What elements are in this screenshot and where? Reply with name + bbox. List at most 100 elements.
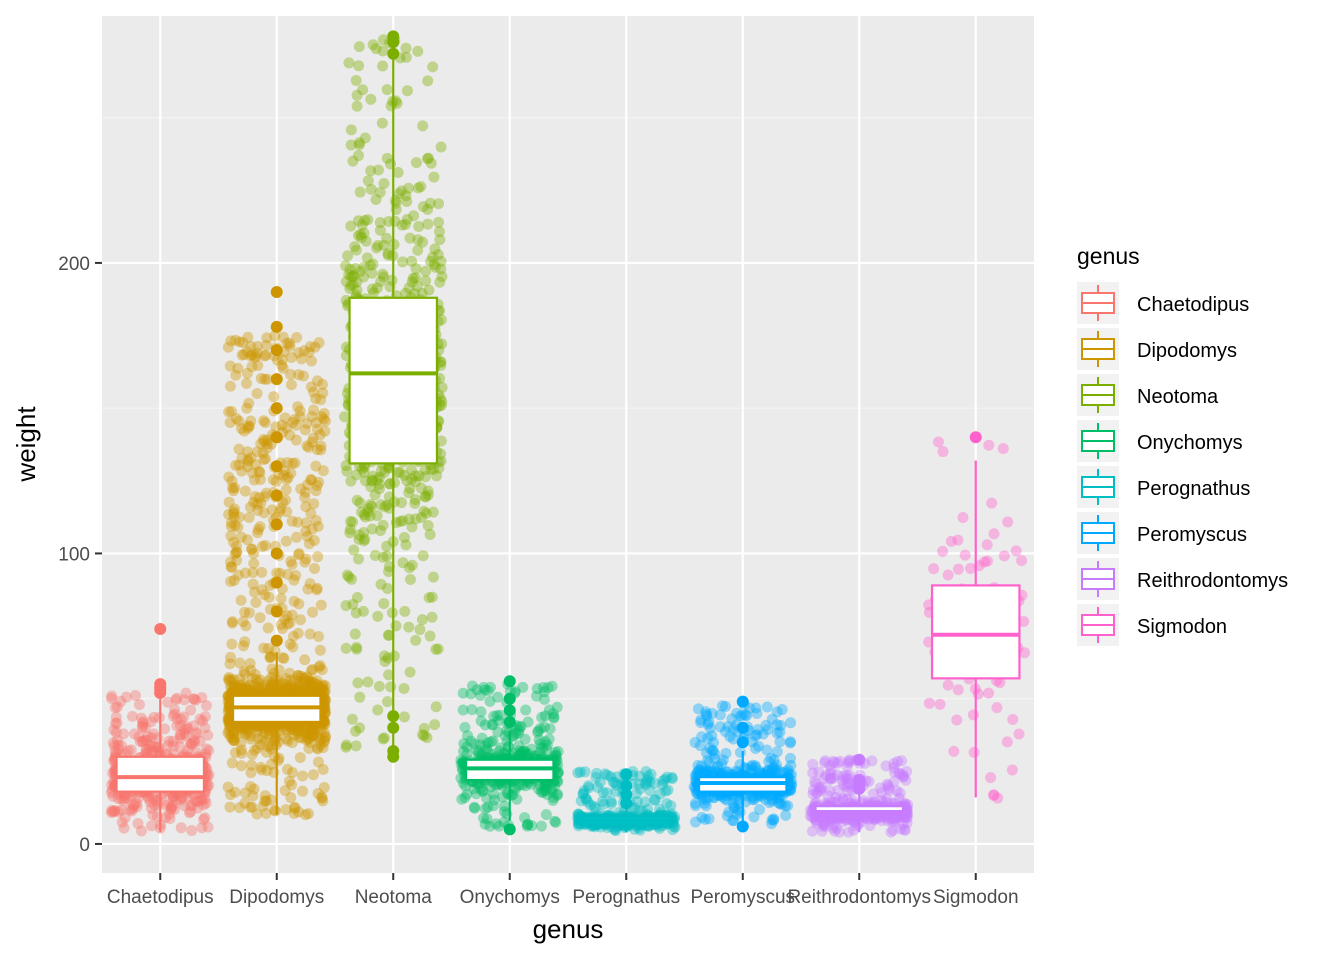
jitter-point xyxy=(701,708,713,720)
jitter-point xyxy=(239,797,251,809)
legend-item-dipodomys: Dipodomys xyxy=(1077,328,1237,370)
jitter-point xyxy=(149,741,161,753)
jitter-point xyxy=(246,361,258,373)
jitter-point xyxy=(319,703,331,715)
jitter-point xyxy=(169,708,181,720)
jitter-point xyxy=(287,767,299,779)
jitter-point xyxy=(315,444,327,456)
jitter-point xyxy=(535,820,547,832)
jitter-point xyxy=(242,454,254,466)
jitter-point xyxy=(377,60,389,72)
jitter-point xyxy=(281,684,293,696)
jitter-point xyxy=(885,826,897,838)
jitter-point xyxy=(251,347,263,359)
jitter-point xyxy=(319,693,331,705)
jitter-point xyxy=(312,681,324,693)
jitter-point xyxy=(199,722,211,734)
jitter-point xyxy=(196,793,208,805)
jitter-point xyxy=(280,733,292,745)
jitter-point xyxy=(106,804,118,816)
jitter-point xyxy=(224,651,236,663)
jitter-point xyxy=(422,152,434,164)
outlier-point xyxy=(270,576,283,589)
jitter-point xyxy=(307,729,319,741)
jitter-point xyxy=(277,720,289,732)
jitter-point xyxy=(137,735,149,747)
jitter-point xyxy=(358,509,370,521)
jitter-point xyxy=(260,453,272,465)
jitter-point xyxy=(597,787,609,799)
jitter-point xyxy=(280,672,292,684)
jitter-point xyxy=(519,733,531,745)
jitter-point xyxy=(134,736,146,748)
jitter-point xyxy=(180,729,192,741)
legend-item-reithrodontomys: Reithrodontomys xyxy=(1077,558,1288,600)
jitter-point xyxy=(318,727,330,739)
jitter-point xyxy=(251,808,263,820)
jitter-point xyxy=(128,800,140,812)
jitter-point xyxy=(233,415,245,427)
outlier-point xyxy=(969,431,982,444)
jitter-point xyxy=(716,758,728,770)
jitter-point xyxy=(304,341,316,353)
jitter-point xyxy=(488,794,500,806)
jitter-point xyxy=(372,164,384,176)
jitter-point xyxy=(434,234,446,246)
jitter-point xyxy=(232,521,244,533)
jitter-point xyxy=(381,696,393,708)
jitter-point xyxy=(279,412,291,424)
jitter-point xyxy=(293,680,305,692)
jitter-point xyxy=(774,736,786,748)
jitter-point xyxy=(270,476,282,488)
jitter-point xyxy=(191,796,203,808)
jitter-point xyxy=(167,799,179,811)
jitter-point xyxy=(266,671,278,683)
jitter-point xyxy=(305,507,317,519)
jitter-point xyxy=(262,643,274,655)
jitter-point xyxy=(422,218,434,230)
jitter-point xyxy=(967,709,979,721)
jitter-point xyxy=(292,627,304,639)
jitter-point xyxy=(312,756,324,768)
jitter-point xyxy=(190,746,202,758)
jitter-point xyxy=(246,673,258,685)
jitter-point xyxy=(185,704,197,716)
jitter-point xyxy=(312,551,324,563)
jitter-point xyxy=(661,771,673,783)
jitter-point xyxy=(137,717,149,729)
jitter-point xyxy=(317,679,329,691)
jitter-point xyxy=(256,540,268,552)
jitter-point xyxy=(169,704,181,716)
jitter-point xyxy=(194,735,206,747)
jitter-point xyxy=(343,571,355,583)
jitter-point xyxy=(299,654,311,666)
jitter-point xyxy=(818,816,830,828)
jitter-point xyxy=(315,739,327,751)
jitter-point xyxy=(234,679,246,691)
outlier-point xyxy=(387,744,400,757)
box-group-onychomys xyxy=(455,675,565,836)
jitter-point xyxy=(291,531,303,543)
legend-label: Perognathus xyxy=(1137,478,1250,500)
jitter-point xyxy=(198,799,210,811)
jitter-point xyxy=(196,692,208,704)
jitter-point xyxy=(318,703,330,715)
jitter-point xyxy=(252,360,264,372)
jitter-point xyxy=(240,685,252,697)
jitter-point xyxy=(228,574,240,586)
jitter-point xyxy=(287,684,299,696)
jitter-point xyxy=(116,793,128,805)
jitter-point xyxy=(505,789,517,801)
jitter-point xyxy=(285,555,297,567)
jitter-point xyxy=(706,730,718,742)
jitter-point xyxy=(641,774,653,786)
jitter-point xyxy=(263,724,275,736)
jitter-point xyxy=(311,584,323,596)
jitter-point xyxy=(288,595,300,607)
box-group-reithrodontomys xyxy=(804,753,914,838)
jitter-point xyxy=(189,795,201,807)
jitter-point xyxy=(163,735,175,747)
jitter-point xyxy=(286,558,298,570)
jitter-point xyxy=(539,710,551,722)
jitter-point xyxy=(285,351,297,363)
